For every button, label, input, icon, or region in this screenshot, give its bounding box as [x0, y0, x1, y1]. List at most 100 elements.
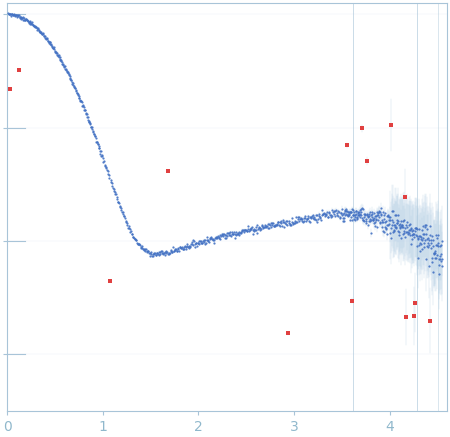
Point — [30, 22, 37, 29]
Point — [81, 106, 88, 113]
Point — [281, 218, 288, 225]
Point — [199, 238, 207, 245]
Point — [176, 247, 183, 254]
Point — [127, 229, 134, 236]
Point — [400, 223, 407, 230]
Point — [362, 219, 369, 226]
Point — [367, 208, 374, 215]
Point — [362, 215, 369, 222]
Point — [246, 225, 253, 232]
Point — [102, 163, 109, 170]
Point — [438, 255, 446, 262]
Point — [115, 198, 122, 205]
Point — [15, 11, 22, 18]
Point — [163, 249, 170, 256]
Point — [199, 239, 206, 246]
Point — [88, 124, 95, 131]
Point — [35, 27, 42, 34]
Point — [72, 84, 79, 91]
Point — [187, 243, 194, 250]
Point — [97, 147, 104, 154]
Point — [154, 250, 161, 257]
Point — [210, 239, 217, 246]
Point — [404, 223, 411, 230]
Point — [166, 249, 173, 256]
Point — [121, 213, 128, 220]
Point — [185, 243, 193, 250]
Point — [135, 240, 142, 247]
Point — [321, 211, 328, 218]
Point — [195, 240, 203, 247]
Point — [400, 227, 408, 234]
Point — [233, 229, 240, 236]
Point — [135, 240, 142, 247]
Point — [329, 209, 337, 216]
Point — [274, 219, 281, 226]
Point — [272, 221, 279, 228]
Point — [19, 15, 26, 22]
Point — [316, 215, 324, 222]
Point — [290, 219, 297, 226]
Point — [213, 234, 220, 241]
Point — [261, 224, 268, 231]
Point — [383, 230, 390, 237]
Point — [143, 247, 150, 254]
Point — [102, 163, 109, 170]
Point — [369, 217, 376, 224]
Point — [129, 233, 136, 240]
Point — [435, 262, 442, 269]
Point — [395, 217, 402, 224]
Point — [364, 212, 371, 219]
Point — [178, 245, 185, 252]
Point — [172, 246, 179, 253]
Point — [244, 225, 252, 232]
Point — [372, 217, 379, 224]
Point — [364, 221, 371, 228]
Point — [75, 93, 82, 100]
Point — [374, 212, 382, 218]
Point — [147, 248, 154, 255]
Point — [373, 212, 380, 218]
Point — [277, 218, 284, 225]
Point — [378, 218, 385, 225]
Point — [53, 50, 60, 57]
Point — [182, 245, 189, 252]
Point — [14, 11, 21, 18]
Point — [223, 234, 230, 241]
Point — [265, 220, 272, 227]
Point — [430, 243, 437, 250]
Point — [13, 12, 20, 19]
Point — [289, 219, 297, 226]
Point — [232, 232, 239, 239]
Point — [200, 237, 207, 244]
Point — [238, 226, 246, 233]
Point — [297, 215, 304, 222]
Point — [435, 232, 442, 239]
Point — [266, 221, 274, 228]
Point — [338, 210, 345, 217]
Point — [149, 250, 157, 257]
Point — [164, 167, 171, 174]
Point — [361, 218, 368, 225]
Point — [149, 252, 156, 259]
Point — [151, 250, 158, 257]
Point — [282, 221, 289, 228]
Point — [230, 231, 237, 238]
Point — [72, 88, 80, 95]
Point — [390, 218, 397, 225]
Point — [174, 245, 181, 252]
Point — [243, 226, 250, 233]
Point — [318, 207, 325, 214]
Point — [319, 211, 326, 218]
Point — [389, 222, 396, 229]
Point — [254, 225, 261, 232]
Point — [352, 212, 359, 219]
Point — [158, 250, 165, 257]
Point — [232, 230, 239, 237]
Point — [277, 218, 284, 225]
Point — [117, 204, 124, 211]
Point — [382, 225, 390, 232]
Point — [327, 214, 334, 221]
Point — [346, 208, 354, 215]
Point — [430, 250, 437, 257]
